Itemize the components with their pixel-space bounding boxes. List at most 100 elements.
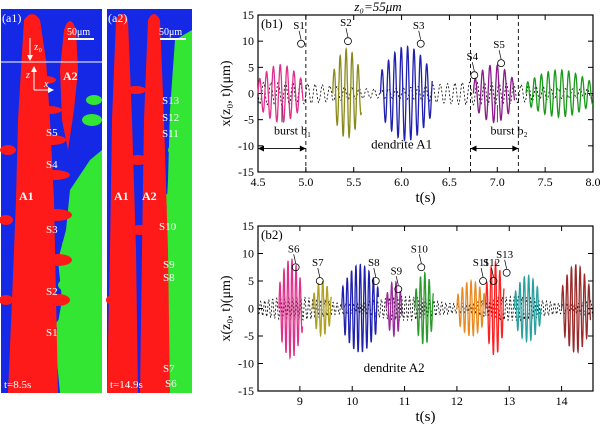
a2-marker-s7: S7 [163, 363, 175, 375]
a1-scale-label: 50μm [67, 27, 90, 38]
a2-marker-s11: S11 [162, 128, 179, 140]
marker-circle [297, 39, 305, 48]
dendrite-note: dendrite A2 [364, 360, 425, 375]
marker-circle [479, 277, 487, 285]
marker-leader [480, 267, 484, 278]
x-tick-label: 11 [399, 394, 411, 408]
x-tick-label: 8.0 [586, 175, 600, 189]
series-line-seg14 [560, 264, 592, 355]
series-line-seg5 [525, 68, 594, 119]
a1-marker-s3: S3 [46, 224, 58, 236]
marker-label: S6 [288, 243, 300, 255]
burst-label: burst b₁ [274, 123, 311, 137]
marker-label: S3 [413, 20, 425, 32]
series-line-seg6 [278, 258, 304, 360]
marker-leader [498, 50, 502, 60]
marker-circle [291, 263, 300, 272]
marker-label: S4 [467, 51, 479, 63]
y-tick-label: 5 [248, 274, 254, 288]
marker-label: S1 [293, 20, 305, 32]
y-axis-label: x(z₀, t)(μm) [219, 275, 234, 341]
y-tick-label: -5 [244, 113, 254, 127]
marker-circle [470, 71, 479, 80]
x-tick-label: 6.5 [442, 175, 457, 189]
y-tick-label: 15 [242, 219, 254, 233]
x-axis-label: t(s) [416, 190, 436, 206]
a2-marker-s12: S12 [162, 112, 179, 124]
a2-marker-s10: S10 [159, 221, 177, 233]
series-line-seg2 [332, 46, 363, 139]
a1-red-dendrite [0, 14, 78, 393]
marker-leader [471, 62, 475, 72]
a2-red-dendrites [106, 14, 170, 393]
a1-axis-x-head [48, 87, 54, 93]
a1-axis-z-head [31, 66, 37, 72]
marker-circle [417, 263, 426, 272]
a1-axis-z-label: z [25, 70, 30, 81]
a2-marker-s6: S6 [165, 378, 177, 390]
y-tick-label: 15 [242, 8, 254, 22]
y-tick-label: 0 [248, 87, 254, 101]
y-tick-label: -15 [238, 165, 254, 179]
marker-leader [504, 259, 507, 269]
y-axis-label: x(z₀, t)(μm) [219, 60, 234, 126]
series-line-seg12 [485, 260, 505, 355]
chart-b1: 4.5 5.0 5.5 6.0 6.5 7.0 7.5 8.0 15 10 5 0 -5 -10 -15 t(… [219, 8, 600, 206]
x-tick-label: 12 [451, 394, 463, 408]
x-tick-label: 5.0 [298, 175, 313, 189]
chart-b2: 9 10 11 12 13 14 15 10 5 0 -5 -10 -15 t(s) x(z₀, t)(μm… [219, 219, 594, 425]
marker-leader [345, 28, 349, 38]
a2-dendrite-a1-label: A1 [114, 189, 129, 203]
x-tick-label: 7.0 [490, 175, 505, 189]
a1-z0-label: z₀ [34, 42, 42, 53]
marker-leader [298, 30, 302, 40]
marker-circle [416, 39, 425, 48]
series-line-seg11 [456, 278, 487, 337]
y-tick-label: -5 [244, 329, 254, 343]
a2-marker-s13: S13 [162, 95, 180, 107]
marker-label: S10 [411, 243, 429, 255]
x-tick-label: 5.5 [346, 175, 361, 189]
series-line-seg10 [414, 271, 435, 345]
a1-time: t=8.5s [4, 379, 31, 391]
a1-marker-s4: S4 [46, 159, 58, 171]
burst-arrowhead-right [299, 145, 306, 152]
series-line-seg8 [341, 263, 380, 353]
series-line-seg3 [379, 45, 433, 142]
series-line-seg9 [385, 280, 403, 338]
burst-arrowhead-left [258, 145, 264, 152]
burst-label: burst b₂ [490, 123, 527, 137]
a1-label: (a1) [2, 11, 21, 25]
marker-circle [344, 37, 352, 46]
series-line-seg7 [312, 280, 332, 338]
a1-marker-s1: S1 [46, 327, 58, 339]
marker-leader [418, 30, 422, 40]
x-tick-label: 10 [346, 394, 358, 408]
a1-green-dendrites [55, 95, 102, 393]
marker-leader [373, 267, 377, 278]
a1-z0-arrowhead [27, 55, 33, 61]
panel-a2: (a2) 50μm A1 A2 S13 S12 S11 S10 S9 S8 S7… [106, 9, 192, 393]
marker-circle [497, 59, 506, 68]
series-line-seg13 [513, 273, 542, 344]
marker-label: S11 [473, 257, 490, 269]
figure-title: z₀=55μm [353, 0, 401, 14]
y-tick-label: -10 [238, 139, 254, 153]
marker-leader [395, 276, 399, 286]
a1-marker-s5: S5 [46, 127, 58, 139]
panel-label: (b2) [261, 227, 283, 242]
y-tick-label: -15 [238, 384, 254, 398]
y-tick-label: 0 [248, 302, 254, 316]
marker-label: S2 [340, 17, 352, 29]
a1-dendrite-a2-label: A2 [63, 69, 78, 83]
a2-label: (a2) [108, 11, 127, 25]
marker-label: S5 [493, 39, 505, 51]
panel-a1: (a1) 50μm z₀ z x A2 A1 S5 S4 S3 S2 S1 t=… [0, 9, 102, 393]
background-signal-line [257, 81, 594, 106]
a2-marker-s8: S8 [163, 272, 175, 284]
a2-time: t=14.9s [110, 379, 143, 391]
y-tick-label: 10 [242, 247, 254, 261]
x-axis-label: t(s) [416, 409, 436, 425]
x-tick-label: 14 [556, 394, 568, 408]
